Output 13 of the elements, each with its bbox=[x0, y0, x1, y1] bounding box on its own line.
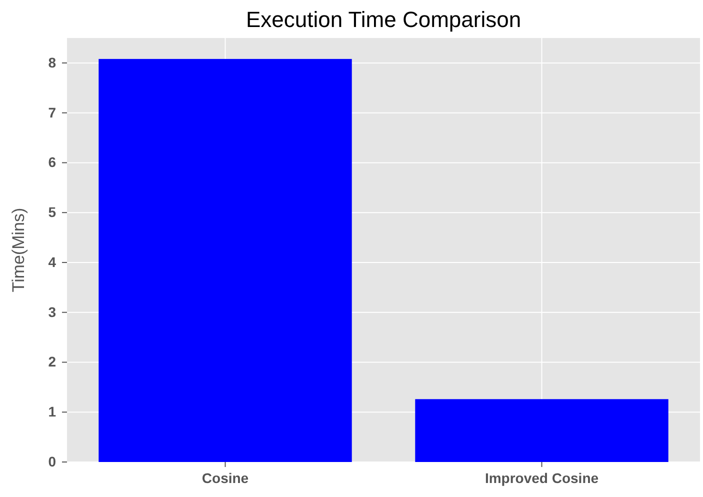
y-tick-label: 6 bbox=[48, 154, 56, 170]
y-tick-label: 4 bbox=[48, 254, 56, 270]
y-tick-label: 5 bbox=[48, 204, 56, 220]
y-tick-label: 3 bbox=[48, 304, 56, 320]
y-tick-label: 8 bbox=[48, 54, 56, 70]
y-tick-label: 7 bbox=[48, 104, 56, 120]
y-tick-label: 0 bbox=[48, 453, 56, 470]
x-tick-label: Improved Cosine bbox=[484, 470, 599, 486]
chart-title: Execution Time Comparison bbox=[246, 7, 522, 32]
y-tick-label: 1 bbox=[48, 404, 56, 420]
y-tick-label: 2 bbox=[48, 354, 56, 370]
y-axis-title: Time(Mins) bbox=[9, 208, 28, 292]
x-tick-label: Cosine bbox=[202, 470, 249, 486]
